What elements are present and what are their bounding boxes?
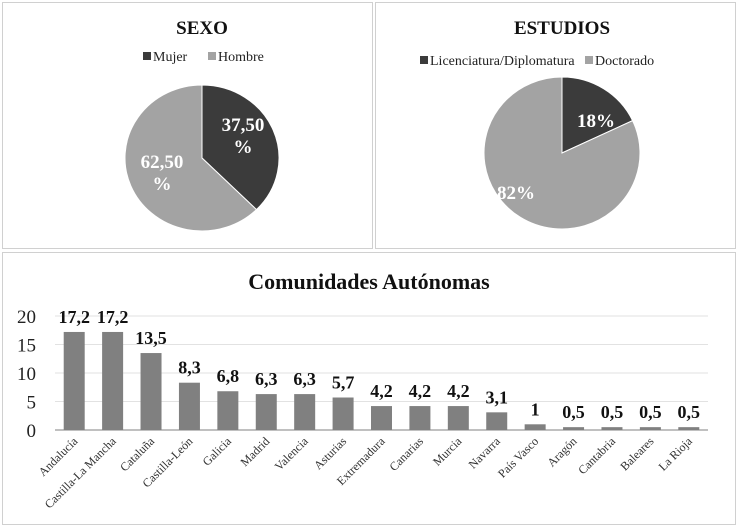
bar-canarias (409, 406, 431, 430)
legend-swatch (585, 56, 593, 64)
x-tick-label: Galicia (200, 434, 235, 469)
bar-galicia (217, 391, 239, 430)
pie-slice-mujer (201, 84, 280, 211)
y-tick-label: 15 (17, 336, 36, 357)
bar-castilla-le-n (178, 382, 200, 430)
legend-label: Mujer (153, 50, 188, 65)
bar-data-label: 0,5 (639, 402, 662, 422)
pie-title: ESTUDIOS (514, 18, 610, 39)
x-tick-label: Valencia (272, 434, 312, 474)
legend-label: Hombre (218, 50, 264, 65)
bar-pa-s-vasco (524, 424, 546, 430)
bar-andaluc-a (63, 331, 85, 430)
x-tick-label: Cantabria (575, 434, 618, 477)
y-tick-label: 5 (27, 393, 37, 414)
x-tick-label: Madrid (238, 434, 273, 469)
bar-data-label: 17,2 (58, 307, 90, 327)
bar-extremadura (371, 406, 392, 430)
bar-data-label: 4,2 (447, 381, 470, 401)
pie-slice-licenciatura-diplomatura (561, 76, 634, 154)
pie-data-label: % (153, 174, 172, 195)
x-tick-label: Navarra (466, 434, 504, 472)
bar-data-label: 5,7 (332, 373, 355, 393)
x-tick-label: Murcia (430, 434, 465, 469)
bar-baleares (639, 427, 661, 430)
x-tick-label: Canarias (386, 434, 426, 474)
pie-data-label: 82% (497, 183, 535, 204)
y-tick-label: 20 (17, 307, 36, 328)
bar-data-label: 13,5 (135, 328, 167, 348)
legend-swatch (143, 52, 151, 60)
x-tick-label: Aragón (544, 434, 579, 469)
x-tick-label: La Rioja (656, 434, 696, 474)
bar-cantabria (601, 427, 623, 430)
bar-madrid (255, 394, 277, 430)
x-tick-label: Asturias (311, 434, 349, 472)
legend-label: Doctorado (595, 54, 654, 69)
bar-castilla-la-mancha (102, 331, 124, 430)
bar-navarra (486, 412, 508, 430)
x-tick-label: Castilla-La Mancha (42, 434, 120, 512)
bar-data-label: 6,3 (255, 369, 278, 389)
bar-chart-title: Comunidades Autónomas (248, 269, 490, 294)
legend-swatch (420, 56, 428, 64)
bar-data-label: 17,2 (97, 307, 129, 327)
y-tick-label: 10 (17, 364, 36, 385)
bar-data-label: 1 (531, 399, 540, 419)
legend-label: Licenciatura/Diplomatura (430, 54, 575, 69)
comunidades-panel (2, 252, 736, 525)
pie-data-label: 37,50 (222, 115, 265, 136)
x-tick-label: Baleares (617, 434, 656, 473)
bar-data-label: 8,3 (178, 358, 201, 378)
bar-murcia (447, 406, 469, 430)
bar-data-label: 0,5 (601, 402, 624, 422)
bar-data-label: 6,8 (217, 366, 240, 386)
bar-data-label: 0,5 (678, 402, 701, 422)
pie-slice-doctorado (483, 76, 641, 230)
pie-data-label: % (234, 137, 253, 158)
bar-la-rioja (678, 427, 700, 430)
bar-data-label: 4,2 (409, 381, 432, 401)
bar-asturias (332, 397, 354, 430)
pie-data-label: 62,50 (141, 152, 184, 173)
x-tick-label: País Vasco (495, 434, 541, 480)
pie-data-label: 18% (577, 111, 615, 132)
bar-data-label: 0,5 (562, 402, 585, 422)
bar-valencia (294, 394, 316, 430)
bar-arag-n (563, 427, 585, 430)
legend-swatch (208, 52, 216, 60)
bar-data-label: 6,3 (293, 369, 316, 389)
pie-title: SEXO (176, 18, 228, 39)
pie-slice-hombre (124, 84, 258, 232)
bar-data-label: 4,2 (370, 381, 393, 401)
bar-data-label: 3,1 (485, 387, 508, 407)
y-tick-label: 0 (27, 421, 37, 442)
bar-catalu-a (140, 353, 162, 430)
